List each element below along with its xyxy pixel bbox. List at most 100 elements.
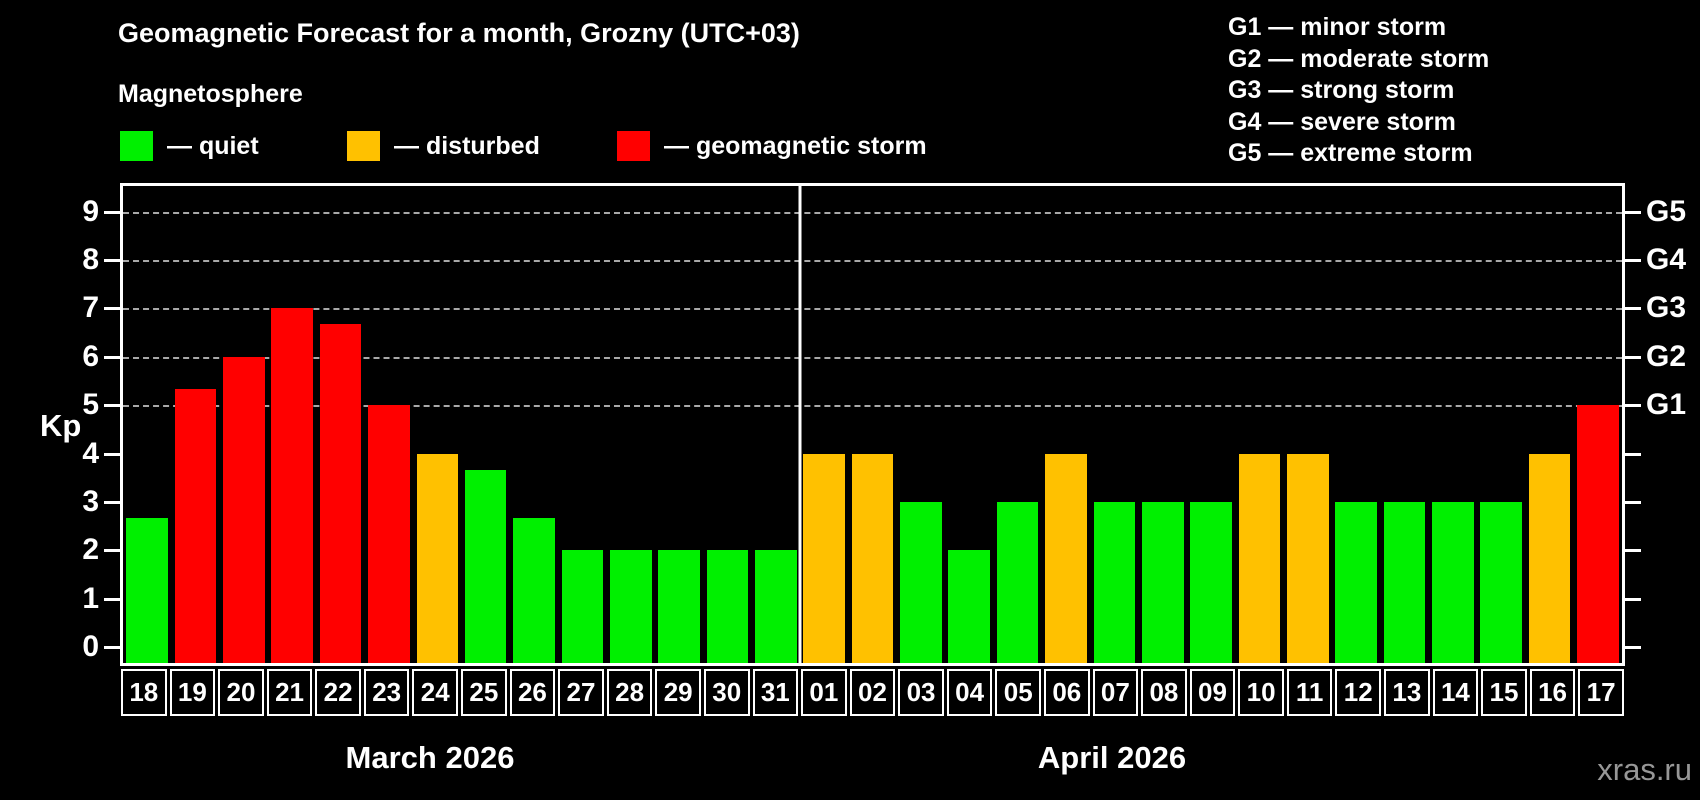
y-tick-label-8: 8 <box>82 243 99 277</box>
date-label-25: 25 <box>461 669 507 716</box>
date-label-18: 18 <box>121 669 167 716</box>
date-label-10: 10 <box>1238 669 1284 716</box>
bar-slot-day-02 <box>848 186 896 663</box>
date-label-04: 04 <box>946 669 993 716</box>
kp-bar-storm <box>223 356 265 663</box>
y-tick-left-6 <box>104 355 120 359</box>
bar-slot-day-21 <box>268 186 316 663</box>
y-tick-label-1: 1 <box>82 581 99 615</box>
kp-bar-quiet <box>464 469 507 663</box>
legend-item-quiet: — quiet <box>120 130 259 162</box>
legend-label-disturbed: — disturbed <box>394 131 540 160</box>
y-tick-right-0 <box>1625 646 1641 650</box>
date-label-24: 24 <box>412 669 459 716</box>
y-tick-right-7 <box>1625 307 1641 311</box>
date-label-05: 05 <box>995 669 1041 716</box>
date-label-02: 02 <box>849 669 896 716</box>
y-tick-label-6: 6 <box>82 339 99 373</box>
kp-bar-disturbed <box>1238 453 1281 663</box>
legend-item-disturbed: — disturbed <box>347 130 540 162</box>
y-tick-left-4 <box>104 452 120 456</box>
date-label-23: 23 <box>363 669 410 716</box>
bar-slot-day-01 <box>800 186 848 663</box>
gridline-kp-8 <box>123 260 1622 263</box>
legend-swatch-storm <box>617 131 650 161</box>
kp-bar-quiet <box>1432 501 1474 663</box>
y-tick-left-8 <box>104 259 120 263</box>
kp-bar-quiet <box>658 550 700 663</box>
legend-label-storm: — geomagnetic storm <box>664 131 927 160</box>
kp-bar-quiet <box>755 550 797 663</box>
month-label-april: April 2026 <box>1037 740 1187 775</box>
bar-slot-day-18 <box>123 186 171 663</box>
bar-slot-day-25 <box>462 186 510 663</box>
kp-bar-storm <box>368 405 410 663</box>
y-tick-right-5 <box>1625 404 1641 408</box>
g-legend-line-g3: G3 — strong storm <box>1228 76 1455 104</box>
gridline-kp-6 <box>123 356 1622 359</box>
date-label-08: 08 <box>1141 669 1187 716</box>
y-tick-left-3 <box>104 500 120 504</box>
magnetosphere-legend: — quiet — disturbed — geomagnetic storm <box>0 130 1700 164</box>
kp-bar-quiet <box>561 550 604 663</box>
date-label-13: 13 <box>1384 669 1430 716</box>
g-legend-line-g5: G5 — extreme storm <box>1228 139 1473 167</box>
bar-slot-day-19 <box>171 186 219 663</box>
bar-slot-day-20 <box>220 186 268 663</box>
bar-slot-day-14 <box>1429 186 1477 663</box>
date-label-16: 16 <box>1529 669 1576 716</box>
y-tick-right-3 <box>1625 500 1641 504</box>
y-tick-label-2: 2 <box>82 533 99 567</box>
date-label-01: 01 <box>801 669 847 716</box>
bar-slot-day-28 <box>607 186 655 663</box>
g-level-label-g3: G3 <box>1646 291 1687 325</box>
legend-swatch-quiet <box>120 131 153 161</box>
kp-bar-quiet <box>948 550 991 663</box>
gridline-kp-7 <box>123 308 1622 311</box>
kp-bar-quiet <box>1335 501 1377 663</box>
kp-bar-disturbed <box>1528 453 1571 663</box>
gridline-kp-5 <box>123 405 1622 408</box>
kp-bar-chart: 0 1 2 3 4 5 6 7 8 9 G1 G2 G3 G4 G5 <box>82 183 1686 666</box>
date-label-17: 17 <box>1578 669 1624 716</box>
date-label-29: 29 <box>655 669 701 716</box>
kp-bar-quiet <box>900 501 942 663</box>
y-tick-left-7 <box>104 307 120 311</box>
bar-slot-day-30 <box>703 186 751 663</box>
page-title: Geomagnetic Forecast for a month, Grozny… <box>118 18 800 48</box>
bar-slot-day-27 <box>558 186 606 663</box>
date-label-22: 22 <box>315 669 361 716</box>
bar-slot-day-13 <box>1380 186 1428 663</box>
y-tick-right-9 <box>1625 210 1641 214</box>
date-label-12: 12 <box>1335 669 1382 716</box>
g-legend-line-g1: G1 — minor storm <box>1228 13 1447 41</box>
date-label-30: 30 <box>703 669 750 716</box>
bar-slot-day-08 <box>1139 186 1187 663</box>
bar-slot-day-10 <box>1235 186 1283 663</box>
date-label-07: 07 <box>1092 669 1139 716</box>
kp-bar-quiet <box>706 550 749 663</box>
g-level-label-g1: G1 <box>1646 388 1687 422</box>
kp-bar-disturbed <box>416 453 459 663</box>
date-label-21: 21 <box>266 669 313 716</box>
y-tick-label-4: 4 <box>82 436 99 470</box>
date-label-20: 20 <box>218 669 264 716</box>
y-tick-left-5 <box>104 404 120 408</box>
kp-bar-quiet <box>1093 501 1136 663</box>
bar-slot-day-29 <box>655 186 703 663</box>
gridline-kp-9 <box>123 211 1622 214</box>
y-tick-right-6 <box>1625 355 1641 359</box>
legend-item-storm: — geomagnetic storm <box>617 130 927 162</box>
y-tick-left-9 <box>104 210 120 214</box>
legend-swatch-disturbed <box>347 131 380 161</box>
kp-bar-quiet <box>1480 501 1523 663</box>
date-label-19: 19 <box>169 669 216 716</box>
bar-slot-day-26 <box>510 186 558 663</box>
y-tick-right-2 <box>1625 549 1641 553</box>
g-legend-line-g4: G4 — severe storm <box>1228 107 1456 136</box>
watermark: xras.ru <box>1597 752 1692 787</box>
bar-slot-day-24 <box>413 186 461 663</box>
bar-slot-day-16 <box>1525 186 1573 663</box>
y-tick-label-5: 5 <box>82 388 99 422</box>
y-tick-right-1 <box>1625 597 1641 601</box>
